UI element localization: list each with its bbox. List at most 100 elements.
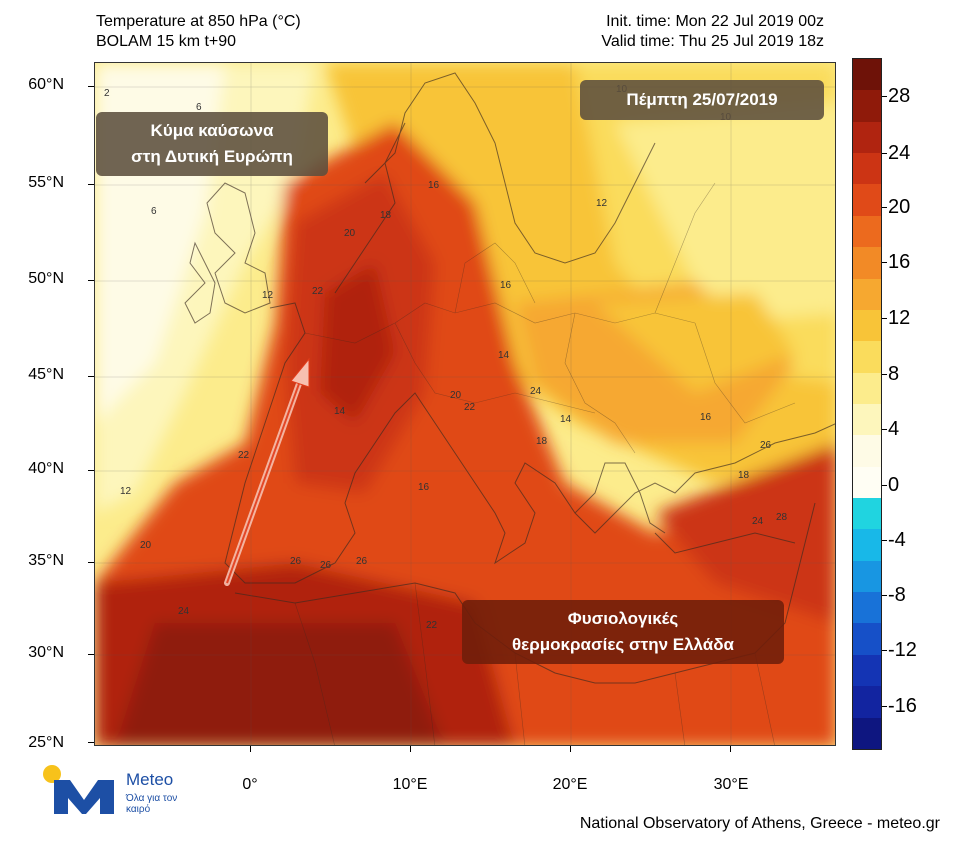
- colorbar-segment: [853, 529, 881, 561]
- colorbar: [852, 58, 882, 750]
- lon-tick: [250, 746, 251, 752]
- colorbar-segment: [853, 59, 881, 91]
- contour-label: 28: [776, 512, 788, 523]
- colorbar-tick: [882, 595, 887, 596]
- lon-label-10e: 10°E: [392, 776, 428, 793]
- contour-label: 26: [760, 440, 772, 451]
- colorbar-tick: [882, 706, 887, 707]
- colorbar-label: 12: [888, 307, 911, 329]
- contour-label: 16: [428, 180, 440, 191]
- lat-tick: [88, 280, 94, 281]
- colorbar-segment: [853, 686, 881, 718]
- colorbar-tick: [882, 429, 887, 430]
- lat-label-40: 40°N: [28, 460, 64, 477]
- colorbar-segment: [853, 435, 881, 467]
- lat-label-30: 30°N: [28, 644, 64, 661]
- time-info: Init. time: Mon 22 Jul 2019 00z Valid ti…: [601, 12, 824, 52]
- heat-flow-arrow: [224, 357, 310, 586]
- colorbar-label: 16: [888, 251, 911, 273]
- greece-callout-line-2: θερμοκρασίες στην Ελλάδα: [511, 635, 735, 654]
- colorbar-segment: [853, 278, 881, 310]
- lat-tick: [88, 184, 94, 185]
- colorbar-segment: [853, 403, 881, 436]
- contour-label: 14: [334, 406, 346, 417]
- colorbar-segment: [853, 215, 881, 248]
- colorbar-segment: [853, 654, 881, 687]
- heatwave-callout-line-1: Κύμα καύσωνα: [150, 121, 274, 140]
- lat-label-45: 45°N: [28, 366, 64, 383]
- colorbar-label: 20: [888, 196, 911, 218]
- contour-label: 6: [151, 206, 157, 217]
- logo-name: Meteo: [126, 770, 174, 789]
- colorbar-label: -4: [888, 529, 906, 551]
- contour-label: 2: [104, 88, 110, 99]
- contour-label: 16: [500, 280, 512, 291]
- contour-label: 26: [290, 556, 302, 567]
- colorbar-segment: [853, 247, 881, 279]
- lat-label-25: 25°N: [28, 734, 64, 751]
- colorbar-label: 24: [888, 142, 911, 164]
- lat-label-35: 35°N: [28, 552, 64, 569]
- title-line-2: BOLAM 15 km t+90: [96, 33, 237, 50]
- contour-label: 14: [498, 350, 510, 361]
- colorbar-label: -8: [888, 584, 906, 606]
- contour-label: 12: [596, 198, 608, 209]
- lat-tick: [88, 562, 94, 563]
- colorbar-segment: [853, 309, 881, 342]
- greece-callout: Φυσιολογικές θερμοκρασίες στην Ελλάδα: [462, 600, 784, 664]
- colorbar-tick: [882, 485, 887, 486]
- colorbar-label: -12: [888, 639, 917, 661]
- lat-tick: [88, 654, 94, 655]
- lat-tick: [88, 376, 94, 377]
- colorbar-tick: [882, 318, 887, 319]
- contour-label: 12: [120, 486, 132, 497]
- colorbar-segment: [853, 153, 881, 185]
- colorbar-segment: [853, 184, 881, 216]
- colorbar-tick: [882, 207, 887, 208]
- colorbar-segment: [853, 498, 881, 530]
- colorbar-segment: [853, 341, 881, 373]
- colorbar-segment: [853, 466, 881, 499]
- contour-label: 16: [700, 412, 712, 423]
- date-callout: Πέμπτη 25/07/2019: [580, 80, 824, 120]
- contour-label: 22: [464, 402, 476, 413]
- colorbar-segment: [853, 121, 881, 154]
- lon-label-30e: 30°E: [713, 776, 749, 793]
- contour-label: 24: [752, 516, 764, 527]
- contour-label: 22: [238, 450, 250, 461]
- lat-tick: [88, 86, 94, 87]
- valid-time: Valid time: Thu 25 Jul 2019 18z: [601, 33, 824, 50]
- map-title: Temperature at 850 hPa (°C) BOLAM 15 km …: [96, 12, 301, 52]
- footer-credit: National Observatory of Athens, Greece -…: [579, 815, 940, 832]
- colorbar-segment: [853, 717, 881, 749]
- colorbar-segment: [853, 592, 881, 624]
- contour-label: 18: [380, 210, 392, 221]
- lon-label-0: 0°: [242, 776, 258, 793]
- colorbar-segment: [853, 372, 881, 404]
- logo-tagline: Όλα για τον καιρό: [126, 793, 178, 815]
- colorbar-label: 4: [888, 418, 900, 440]
- contour-label: 24: [178, 606, 190, 617]
- lat-tick: [88, 742, 94, 743]
- contour-label: 12: [262, 290, 274, 301]
- colorbar-label: 8: [888, 363, 900, 385]
- contour-label: 6: [196, 102, 202, 113]
- heatwave-callout: Κύμα καύσωνα στη Δυτική Ευρώπη: [96, 112, 328, 176]
- lon-tick: [410, 746, 411, 752]
- contour-label: 26: [320, 560, 332, 571]
- contour-label: 16: [418, 482, 430, 493]
- init-time: Init. time: Mon 22 Jul 2019 00z: [606, 13, 824, 30]
- contour-label: 18: [536, 436, 548, 447]
- colorbar-tick: [882, 262, 887, 263]
- lon-label-20e: 20°E: [552, 776, 588, 793]
- colorbar-segment: [853, 623, 881, 655]
- heatwave-callout-line-2: στη Δυτική Ευρώπη: [131, 147, 293, 166]
- date-callout-text: Πέμπτη 25/07/2019: [626, 90, 778, 109]
- lat-label-55: 55°N: [28, 174, 64, 191]
- country-borders: [294, 182, 796, 745]
- contour-label: 20: [450, 390, 462, 401]
- colorbar-label: 28: [888, 85, 911, 107]
- contour-label: 24: [530, 386, 542, 397]
- greece-callout-line-1: Φυσιολογικές: [567, 609, 679, 628]
- contour-label: 20: [140, 540, 152, 551]
